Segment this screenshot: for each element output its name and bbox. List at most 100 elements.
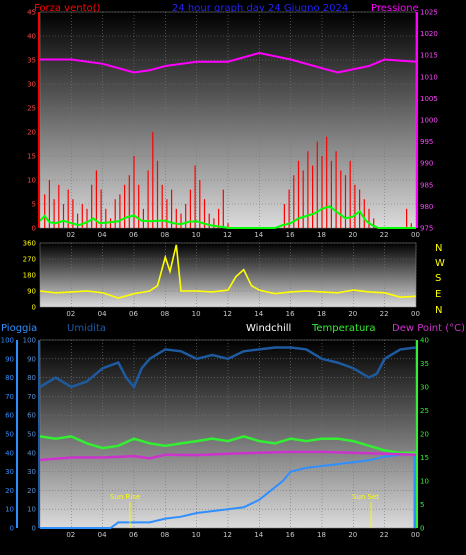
wind-tick-label: 20 xyxy=(27,129,36,137)
x-tick-label: 16 xyxy=(286,231,295,239)
humidity-tick-label: 10 xyxy=(27,506,36,514)
windchill-legend: Windchill xyxy=(246,323,291,334)
temperature-tick-label: 0 xyxy=(420,525,424,533)
x-tick-label: 04 xyxy=(98,531,107,539)
temperature-tick-label: 30 xyxy=(420,384,429,392)
x-tick-label: 08 xyxy=(160,531,169,539)
x-tick-label: 00 xyxy=(411,310,420,318)
x-tick-label: 06 xyxy=(129,231,138,239)
humidity-tick-label: 20 xyxy=(27,487,36,495)
x-tick-label: 14 xyxy=(254,231,263,239)
temperature-tick-label: 20 xyxy=(420,431,429,439)
humidity-tick-label: 100 xyxy=(23,337,36,345)
direction-label-n-bottom: N xyxy=(435,305,442,316)
x-tick-label: 08 xyxy=(160,231,169,239)
rain-tick-label: 20 xyxy=(5,487,14,495)
rain-tick-label: 40 xyxy=(5,449,14,457)
x-tick-label: 12 xyxy=(223,531,232,539)
gust-line xyxy=(39,205,416,229)
pressure-tick-label: 975 xyxy=(420,225,433,233)
x-tick-label: 20 xyxy=(348,531,357,539)
sunset-label: Sun Set xyxy=(352,493,379,501)
direction-tick-label: 360 xyxy=(23,240,36,248)
direction-tick-label: 0 xyxy=(32,304,36,312)
x-tick-label: 20 xyxy=(348,310,357,318)
rain-tick-label: 90 xyxy=(5,355,14,363)
x-tick-label: 14 xyxy=(254,531,263,539)
direction-tick-label: 180 xyxy=(23,272,36,280)
wind-axis-title: Forza vento() xyxy=(34,3,101,14)
humidity-tick-label: 50 xyxy=(27,431,36,439)
x-tick-label: 22 xyxy=(380,231,389,239)
x-tick-label: 22 xyxy=(380,310,389,318)
dewpoint-line xyxy=(39,450,417,462)
rain-line xyxy=(40,451,417,529)
x-tick-label: 02 xyxy=(66,231,75,239)
rain-tick-label: 30 xyxy=(5,468,14,476)
pressure-tick-label: 1010 xyxy=(420,73,438,81)
x-tick-label: 12 xyxy=(223,310,232,318)
rain-tick-label: 10 xyxy=(5,506,14,514)
direction-label-e: E xyxy=(435,289,441,300)
x-tick-label: 18 xyxy=(317,231,326,239)
rain-tick-label: 50 xyxy=(5,431,14,439)
x-tick-label: 06 xyxy=(129,531,138,539)
temperature-tick-label: 25 xyxy=(420,407,429,415)
wind-tick-label: 30 xyxy=(27,81,36,89)
x-tick-label: 14 xyxy=(254,310,263,318)
rain-tick-label: 0 xyxy=(10,525,14,533)
wind-tick-label: 25 xyxy=(27,105,36,113)
pressure-tick-label: 995 xyxy=(420,138,433,146)
x-tick-label: 12 xyxy=(223,231,232,239)
x-tick-label: 10 xyxy=(192,531,201,539)
pressure-axis-title: Pressione xyxy=(371,3,419,14)
wind-tick-label: 45 xyxy=(27,9,36,17)
wind-tick-label: 40 xyxy=(27,33,36,41)
x-tick-label: 10 xyxy=(192,231,201,239)
wind-direction-line xyxy=(39,244,417,299)
pressure-tick-label: 985 xyxy=(420,181,433,189)
rain-axis-title: Pioggia xyxy=(1,323,37,334)
x-tick-label: 02 xyxy=(66,310,75,318)
humidity-tick-label: 60 xyxy=(27,412,36,420)
x-tick-label: 04 xyxy=(98,231,107,239)
x-tick-label: 16 xyxy=(286,531,295,539)
chart-title: 24 hour graph day 24 Giugno 2024 xyxy=(172,3,348,14)
humidity-tick-label: 90 xyxy=(27,355,36,363)
dewpoint-legend: Dew Point (°C) xyxy=(392,323,465,334)
pressure-tick-label: 1020 xyxy=(420,30,438,38)
direction-label-s: S xyxy=(435,273,441,284)
temperature-tick-label: 15 xyxy=(420,454,429,462)
humidity-tick-label: 40 xyxy=(27,449,36,457)
temperature-tick-label: 5 xyxy=(420,501,424,509)
x-tick-label: 16 xyxy=(286,310,295,318)
pressure-line xyxy=(40,51,417,74)
x-tick-label: 22 xyxy=(380,531,389,539)
pressure-tick-label: 1000 xyxy=(420,117,438,125)
direction-label-w: W xyxy=(435,258,445,269)
pressure-tick-label: 1005 xyxy=(420,95,438,103)
temperature-legend: Temperatura xyxy=(311,323,376,334)
x-tick-label: 04 xyxy=(98,310,107,318)
humidity-axis-title: Umidita xyxy=(67,323,106,334)
direction-label-n-top: N xyxy=(435,243,442,254)
temperature-line xyxy=(39,435,416,455)
humidity-line xyxy=(39,346,417,390)
rain-tick-label: 60 xyxy=(5,412,14,420)
x-tick-label: 02 xyxy=(66,531,75,539)
direction-panel xyxy=(39,242,417,308)
wind-tick-label: 0 xyxy=(32,225,36,233)
rain-tick-label: 100 xyxy=(1,337,14,345)
x-tick-label: 18 xyxy=(317,310,326,318)
humidity-tick-label: 0 xyxy=(32,525,36,533)
temperature-tick-label: 40 xyxy=(420,337,429,345)
x-tick-label: 20 xyxy=(348,231,357,239)
x-tick-label: 18 xyxy=(317,531,326,539)
x-tick-label: 10 xyxy=(192,310,201,318)
rain-tick-label: 70 xyxy=(5,393,14,401)
humidity-tick-label: 70 xyxy=(27,393,36,401)
x-tick-label: 00 xyxy=(411,531,420,539)
wind-tick-label: 35 xyxy=(27,57,36,65)
pressure-tick-label: 990 xyxy=(420,160,433,168)
